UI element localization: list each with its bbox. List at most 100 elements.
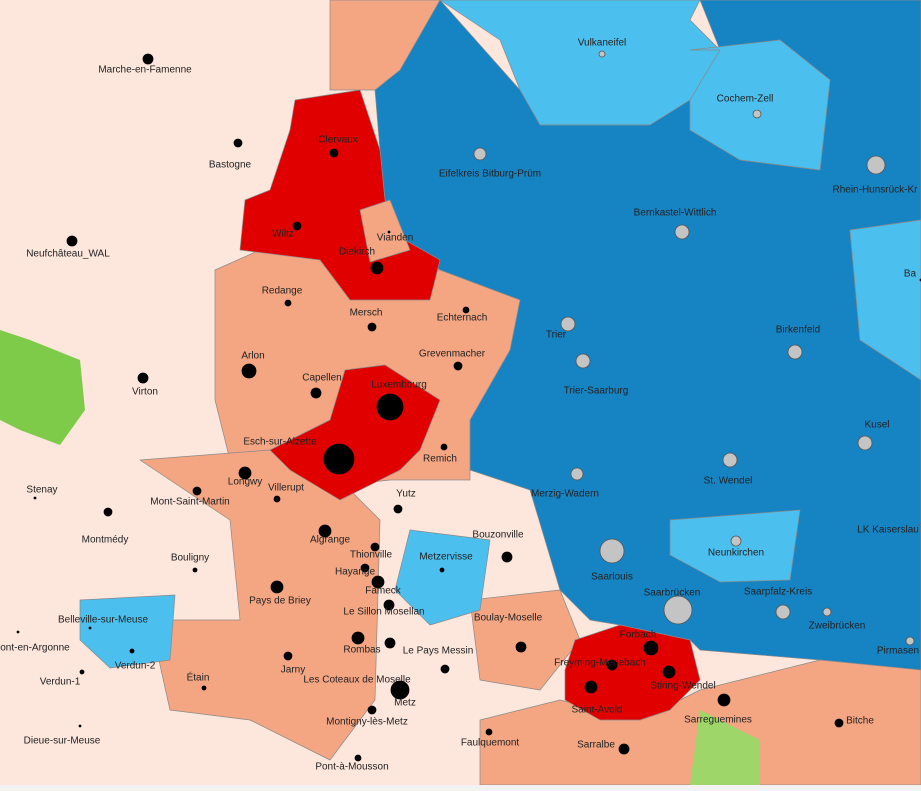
place-dot: [857, 435, 873, 451]
place-dot: [241, 363, 257, 379]
place-label: Forbach: [620, 630, 657, 641]
place-label: Longwy: [228, 477, 262, 488]
place-label: Bouzonville: [472, 530, 524, 541]
place-dot: [201, 685, 207, 691]
place-dot: [515, 641, 527, 653]
place-label: Sarralbe: [577, 740, 615, 751]
place-dot: [453, 361, 463, 371]
place-dot: [584, 680, 598, 694]
place-dot: [662, 665, 676, 679]
places: Marche-en-Famenne Bastogne Neufchâteau_WAL…: [0, 38, 921, 773]
place-dot: [383, 599, 395, 611]
place-dot: [376, 393, 404, 421]
place-dot: [606, 659, 618, 671]
place-label: Montmédy: [82, 535, 129, 546]
place-dot: [323, 443, 355, 475]
place-label: Sarreguemines: [684, 715, 752, 726]
place-label: Le Sillon Mosellan: [343, 607, 424, 618]
place-label: Le Pays Messin: [403, 646, 474, 657]
place-dot: [570, 467, 584, 481]
place-label: Bitche: [846, 716, 874, 727]
place-dot: [273, 495, 281, 503]
place-label: Marche-en-Famenne: [98, 65, 192, 76]
place-label: Belleville-sur-Meuse: [58, 615, 148, 626]
place-label: Hayange: [335, 567, 375, 578]
place-dot: [822, 607, 832, 617]
place-dot: [501, 551, 513, 563]
place-dot: [137, 372, 149, 384]
place-label: Kusel: [864, 420, 889, 431]
toolbar: [0, 785, 921, 791]
place-dot: [142, 53, 154, 65]
region: [394, 529, 491, 626]
place-label: Remich: [423, 454, 457, 465]
place-dot: [103, 507, 113, 517]
place-dot: [674, 224, 690, 240]
place-label: Esch-sur-Alzette: [243, 437, 317, 448]
place-dot: [292, 221, 302, 231]
place-dot: [354, 754, 362, 762]
place-dot: [284, 299, 292, 307]
place-dot: [730, 535, 742, 547]
place-label: Verdun-2: [115, 661, 156, 672]
place-dot: [367, 705, 377, 715]
place-dot: [384, 637, 396, 649]
place-label: Pirmasen: [877, 646, 919, 657]
region: [359, 199, 411, 263]
place-label: Saarbrücken: [644, 588, 701, 599]
place-label: Freyming-Merlebach: [554, 658, 646, 669]
place-dot: [310, 387, 322, 399]
place-dot: [192, 567, 198, 573]
place-label: Saarlouis: [591, 572, 633, 583]
place-dot: [752, 109, 762, 119]
forest: [0, 330, 85, 445]
place-label: Luxembourg: [371, 380, 427, 391]
place-dot: [367, 322, 377, 332]
place-dot: [79, 669, 85, 675]
place-dot: [33, 496, 37, 500]
place-label: Pont-à-Mousson: [315, 762, 388, 773]
place-dot: [473, 147, 487, 161]
forest: [690, 710, 760, 785]
place-label: Metz: [394, 698, 416, 709]
place-dot: [270, 580, 284, 594]
place-dot: [390, 680, 410, 700]
place-label: Eifelkreis Bitburg-Prüm: [439, 169, 541, 180]
place-label: ont-en-Argonne: [0, 643, 70, 654]
place-label: Thionville: [350, 550, 393, 561]
place-label: LK Kaiserslau: [857, 525, 919, 536]
place-dot: [370, 261, 384, 275]
place-label: Saarpfalz-Kreis: [744, 587, 812, 598]
place-label: Jarny: [281, 665, 305, 676]
place-label: Merzig-Wadern: [531, 489, 599, 500]
place-label: Les Coteaux de Moselle: [303, 675, 411, 686]
place-label: Birkenfeld: [776, 325, 820, 336]
place-dot: [440, 443, 448, 451]
place-dot: [233, 138, 243, 148]
place-label: Villerupt: [268, 483, 304, 494]
place-dot: [439, 567, 445, 573]
place-dot: [663, 595, 693, 625]
place-label: Cochem-Zell: [717, 94, 774, 105]
region: [564, 624, 701, 721]
place-label: Bastogne: [209, 160, 252, 171]
place-label: Yutz: [396, 489, 415, 500]
place-label: Metzervisse: [419, 552, 473, 563]
place-label: Clervaux: [318, 135, 357, 146]
place-label: Arlon: [241, 351, 264, 362]
place-dot: [560, 316, 576, 332]
place-dot: [485, 728, 493, 736]
place-label: Capellen: [302, 373, 341, 384]
place-label: Mont-Saint-Martin: [150, 497, 229, 508]
place-label: Verdun-1: [40, 677, 81, 688]
place-dot: [722, 452, 738, 468]
place-label: Fameck: [365, 586, 402, 597]
region: [849, 219, 921, 381]
place-label: Étain: [187, 671, 210, 684]
place-dot: [643, 640, 659, 656]
place-dot: [66, 235, 78, 247]
place-label: Mersch: [350, 308, 383, 319]
place-dot: [129, 648, 135, 654]
place-label: Neufchâteau_WAL: [26, 249, 110, 260]
place-dot: [360, 563, 370, 573]
